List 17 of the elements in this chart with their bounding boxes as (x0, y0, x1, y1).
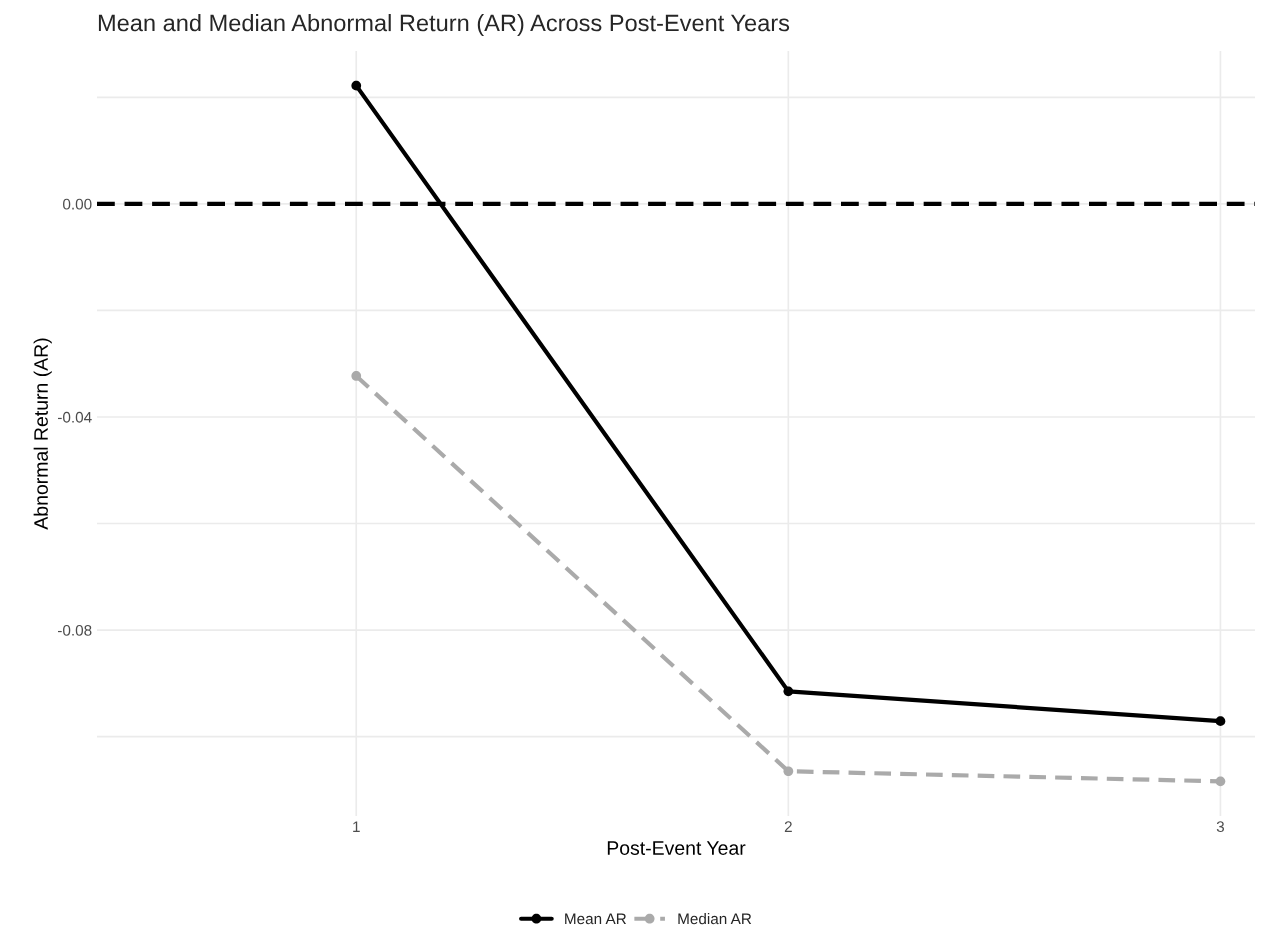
x-tick-label: 1 (353, 821, 360, 832)
y-axis-title: Abnormal Return (AR) (33, 338, 52, 530)
legend-label: Mean AR (565, 913, 627, 925)
chart-title: Mean and Median Abnormal Return (AR) Across Post-Event Years (98, 14, 790, 36)
point (1215, 716, 1226, 727)
x-tick-label: 3 (1216, 821, 1225, 833)
y-tick-label: 0.00 (63, 198, 92, 210)
legend-label: Median AR (678, 913, 752, 925)
x-axis-title: Post-Event Year (607, 841, 746, 855)
y-tick-label: -0.04 (58, 411, 92, 423)
y-tick-label: -0.08 (58, 624, 92, 636)
point (351, 371, 362, 381)
point (1215, 776, 1226, 787)
point (351, 80, 362, 91)
x-tick-label: 2 (784, 821, 792, 832)
point (783, 686, 794, 697)
point (783, 766, 794, 777)
